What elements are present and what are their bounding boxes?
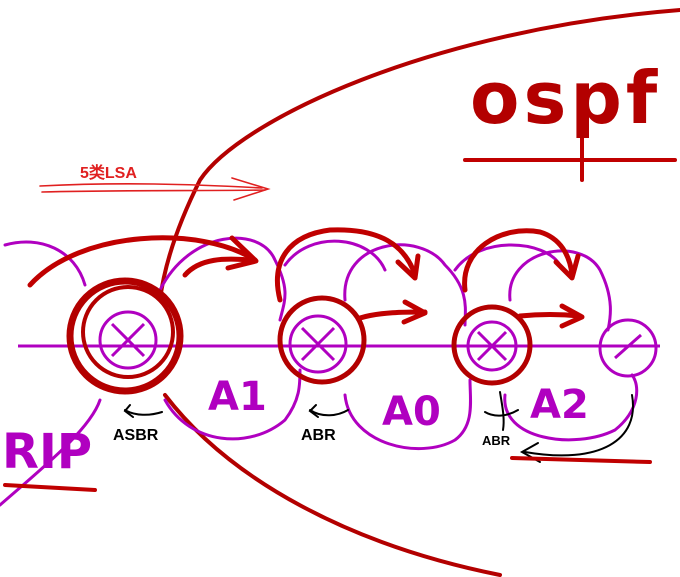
area-label-a1: A1 [208, 374, 267, 420]
router-internal [598, 318, 658, 378]
router-abr-2 [466, 320, 518, 372]
area-label-a0: A0 [382, 389, 441, 435]
role-label-asbr: ASBR [113, 427, 159, 444]
area-label-rip: RIP [2, 424, 92, 480]
router-highlights [66, 277, 533, 395]
role-label-abr-2: ABR [482, 433, 511, 448]
role-label-abr-1: ABR [301, 427, 336, 444]
lsa-type-label: 5类LSA [80, 163, 137, 182]
router-abr-1 [288, 314, 348, 374]
lsa-flow-arrows [27, 227, 585, 329]
area-label-a2: A2 [530, 382, 589, 428]
lsa-direction-arrow [39, 177, 271, 201]
a2-underline [510, 456, 652, 464]
diagram-title: ospf [470, 56, 661, 140]
router-asbr [98, 310, 158, 370]
area-outlines [0, 236, 639, 507]
rip-underline [3, 483, 97, 492]
